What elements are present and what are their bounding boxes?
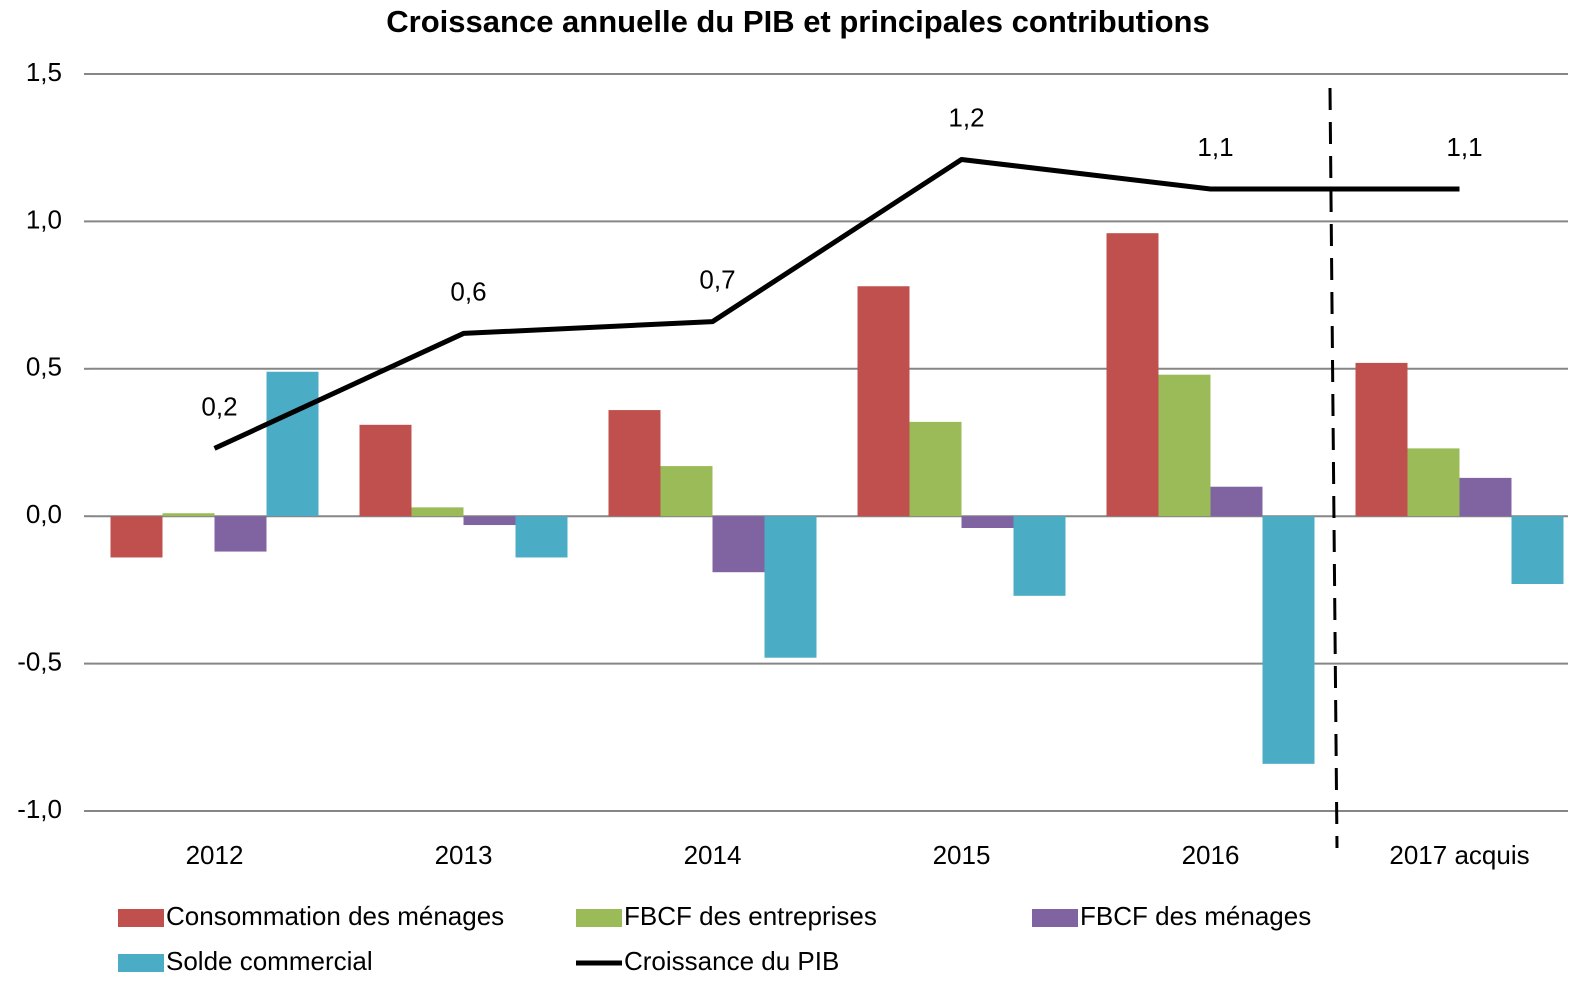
bar [463, 516, 516, 526]
x-tick-label: 2012 [186, 840, 244, 870]
bar [1511, 516, 1564, 585]
legend-swatch [118, 954, 164, 972]
data-label: 0,7 [699, 265, 735, 295]
y-tick-label: 1,0 [26, 204, 62, 234]
bar [1013, 516, 1066, 596]
x-tick-label: 2015 [933, 840, 991, 870]
legend-swatch [1032, 909, 1078, 927]
bar [608, 410, 661, 517]
bar [1210, 486, 1263, 517]
legend-swatch [576, 909, 622, 927]
x-tick-label: 2013 [435, 840, 493, 870]
legend-swatch [118, 909, 164, 927]
legend-label: FBCF des entreprises [624, 901, 877, 931]
bar [1262, 516, 1315, 764]
legend-label: FBCF des ménages [1080, 901, 1311, 931]
data-label: 0,2 [201, 391, 237, 421]
data-label: 1,1 [1197, 132, 1233, 162]
bar [266, 371, 319, 517]
bar [764, 516, 817, 658]
bar [214, 516, 267, 552]
x-tick-label: 2014 [684, 840, 742, 870]
x-tick-label: 2016 [1182, 840, 1240, 870]
bar [110, 516, 163, 558]
bar [359, 424, 412, 517]
data-label: 1,2 [948, 102, 984, 132]
bar [857, 286, 910, 517]
bar [1355, 362, 1408, 517]
bar [961, 516, 1014, 528]
legend-label: Solde commercial [166, 946, 373, 976]
divider [1328, 87, 1339, 849]
bar [909, 421, 962, 517]
bar [712, 516, 765, 573]
bar [1106, 233, 1159, 517]
bar [660, 466, 713, 517]
data-label: 1,1 [1446, 132, 1482, 162]
bar [411, 507, 464, 517]
line-series [213, 156, 1460, 451]
legend-label: Croissance du PIB [624, 946, 839, 976]
y-tick-label: 1,5 [26, 57, 62, 87]
y-tick-label: -0,5 [17, 646, 62, 676]
y-tick-label: -1,0 [17, 794, 62, 824]
bar [1158, 374, 1211, 517]
data-label: 0,6 [450, 276, 486, 306]
legend-label: Consommation des ménages [166, 901, 504, 931]
chart-title: Croissance annuelle du PIB et principale… [386, 4, 1209, 39]
bar [515, 516, 568, 558]
bar [1459, 477, 1512, 517]
y-tick-label: 0,0 [26, 499, 62, 529]
x-tick-label: 2017 acquis [1389, 840, 1529, 870]
bar [1407, 448, 1460, 517]
bar [162, 513, 215, 517]
y-tick-label: 0,5 [26, 352, 62, 382]
